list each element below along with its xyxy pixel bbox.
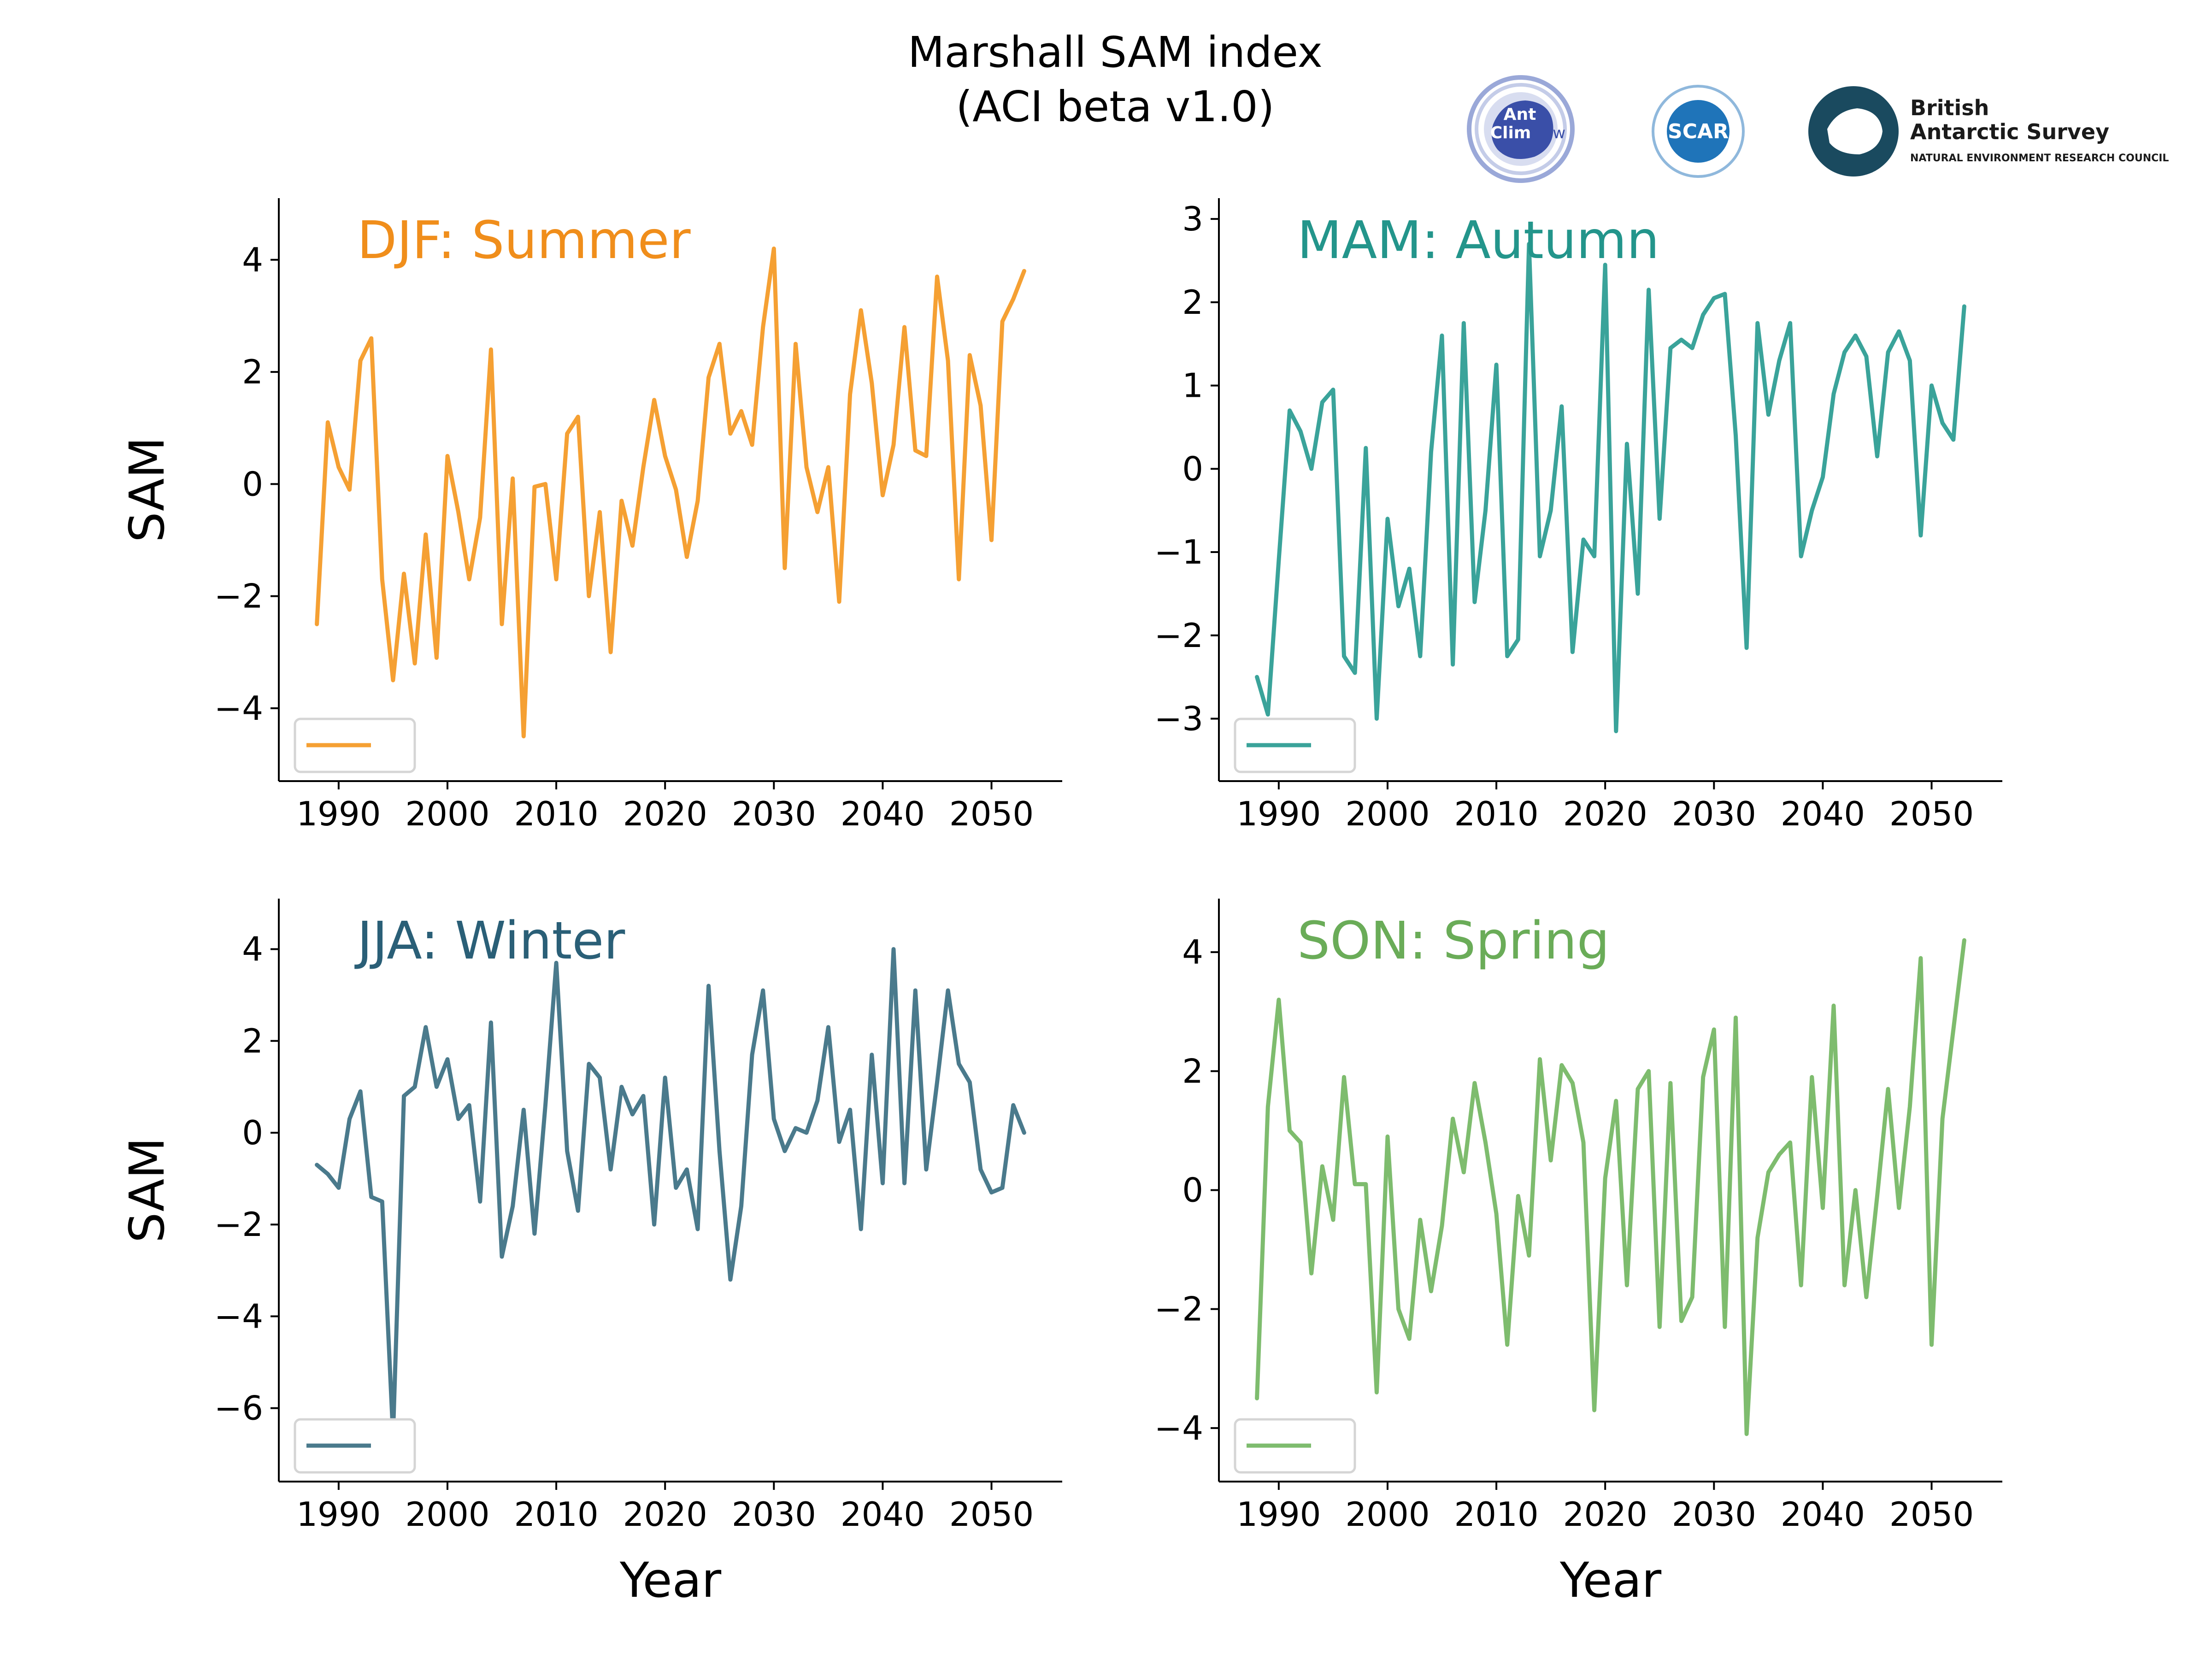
x-tick-label: 2010 xyxy=(514,794,598,833)
x-axis-label: Year xyxy=(619,1552,721,1608)
y-tick-label: −4 xyxy=(214,689,263,728)
x-tick-label: 1990 xyxy=(296,1495,381,1534)
y-tick-label: 2 xyxy=(242,353,263,391)
antclimnow-logo: Ant Clim Now xyxy=(1467,75,1575,183)
y-tick-label: −2 xyxy=(1154,1290,1203,1329)
x-tick-label: 1990 xyxy=(296,794,381,833)
x-tick-label: 2050 xyxy=(1889,794,1974,833)
series-line xyxy=(315,247,1026,739)
x-tick-label: 2020 xyxy=(1563,1495,1647,1534)
scar-logo: SCAR xyxy=(1652,85,1745,178)
x-tick-label: 2030 xyxy=(732,794,816,833)
y-tick-label: −1 xyxy=(1154,533,1203,571)
x-tick-label: 1990 xyxy=(1236,1495,1321,1534)
figure-title: Marshall SAM index (ACI beta v1.0) xyxy=(737,25,1493,134)
panel-2: 1990 2000 2010 2020 2030 2040 2050 −3 −2 −1 0 1 2 3 MA… xyxy=(1154,198,2002,833)
panel-title: SON: Spring xyxy=(1297,911,1610,971)
x-tick-label: 2000 xyxy=(405,1495,489,1534)
y-tick-label: 4 xyxy=(242,241,263,279)
x-tick-label: 2030 xyxy=(1672,794,1756,833)
x-tick-label: 2050 xyxy=(949,1495,1034,1534)
y-tick-label: 1 xyxy=(1182,366,1203,405)
panel-title: DJF: Summer xyxy=(357,211,691,271)
y-tick-label: 0 xyxy=(1182,1171,1203,1210)
x-tick-label: 2020 xyxy=(623,1495,707,1534)
bas-line2: Antarctic Survey xyxy=(1910,119,2109,144)
x-tick-label: 2030 xyxy=(1672,1495,1756,1534)
x-tick-label: 2010 xyxy=(1454,794,1538,833)
antclim-ant: Ant xyxy=(1504,105,1536,124)
x-tick-label: 2050 xyxy=(1889,1495,1974,1534)
y-tick-label: −4 xyxy=(214,1297,263,1335)
y-tick-label: −2 xyxy=(214,1205,263,1244)
bas-line1: British xyxy=(1910,95,1989,120)
panel-3: 1990 2000 2010 2020 2030 2040 2050 −6 −4 −2 0 2 4 JJA… xyxy=(119,899,1062,1608)
panel-4: 1990 2000 2010 2020 2030 2040 2050 −4 −2 0 2 4 SON: … xyxy=(1154,899,2002,1608)
y-tick-label: 0 xyxy=(1182,449,1203,488)
figure-title-line1: Marshall SAM index xyxy=(908,28,1323,77)
x-tick-label: 1990 xyxy=(1236,794,1321,833)
y-tick-label: 2 xyxy=(1182,1052,1203,1090)
figure-title-line2: (ACI beta v1.0) xyxy=(956,82,1275,131)
x-tick-label: 2040 xyxy=(841,1495,925,1534)
y-tick-label: 0 xyxy=(242,1113,263,1152)
y-axis-label: SAM xyxy=(119,437,175,542)
y-tick-label: −2 xyxy=(1154,616,1203,655)
y-tick-label: 2 xyxy=(1182,283,1203,322)
y-tick-label: 2 xyxy=(242,1022,263,1060)
panel-title: JJA: Winter xyxy=(354,911,625,971)
y-tick-label: 4 xyxy=(242,930,263,969)
series-line xyxy=(1255,241,1966,734)
y-axis-label: SAM xyxy=(119,1137,175,1243)
x-tick-label: 2010 xyxy=(514,1495,598,1534)
logo-strip: Ant Clim Now SCAR British Antarctic Surv… xyxy=(1465,69,2203,189)
y-tick-label: −3 xyxy=(1154,699,1203,738)
x-tick-label: 2000 xyxy=(405,794,489,833)
antclim-now: Now xyxy=(1531,124,1565,142)
x-tick-label: 2020 xyxy=(1563,794,1647,833)
x-tick-label: 2050 xyxy=(949,794,1034,833)
series-line xyxy=(315,947,1026,1438)
x-tick-label: 2040 xyxy=(1781,794,1865,833)
x-tick-label: 2000 xyxy=(1345,1495,1430,1534)
x-tick-label: 2030 xyxy=(732,1495,816,1534)
series-line xyxy=(1255,938,1966,1436)
y-tick-label: −2 xyxy=(214,577,263,616)
y-tick-label: −6 xyxy=(214,1389,263,1428)
scar-text: SCAR xyxy=(1668,120,1729,143)
bas-logo: British Antarctic Survey NATURAL ENVIRON… xyxy=(1808,86,2169,176)
x-tick-label: 2000 xyxy=(1345,794,1430,833)
x-tick-label: 2010 xyxy=(1454,1495,1538,1534)
panel-1: 1990 2000 2010 2020 2030 2040 2050 −4 −2 0 2 4 DJF: … xyxy=(119,198,1062,833)
panel-title: MAM: Autumn xyxy=(1297,211,1659,271)
y-tick-label: 3 xyxy=(1182,200,1203,238)
antclim-clim: Clim xyxy=(1490,124,1531,142)
y-tick-label: 0 xyxy=(242,465,263,503)
x-axis-label: Year xyxy=(1559,1552,1661,1608)
y-tick-label: 4 xyxy=(1182,933,1203,971)
x-tick-label: 2020 xyxy=(623,794,707,833)
y-tick-label: −4 xyxy=(1154,1409,1203,1447)
x-tick-label: 2040 xyxy=(841,794,925,833)
bas-line3: NATURAL ENVIRONMENT RESEARCH COUNCIL xyxy=(1910,153,2169,164)
x-tick-label: 2040 xyxy=(1781,1495,1865,1534)
